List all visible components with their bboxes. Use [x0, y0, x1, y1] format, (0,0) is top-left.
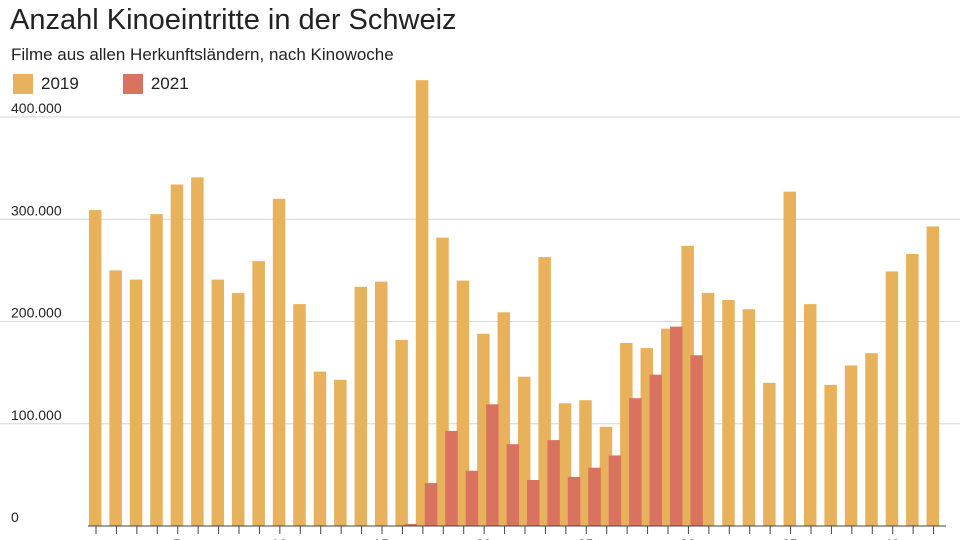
bar-2021-week-25 [588, 467, 601, 526]
y-tick-label: 300.000 [11, 202, 62, 218]
legend-label-2019: 2019 [41, 74, 79, 93]
x-tick-label: 5 [173, 536, 181, 540]
bar-2019-week-8 [231, 292, 245, 526]
bar-2021-week-22 [526, 479, 540, 526]
bar-2021-week-23 [547, 440, 560, 526]
x-tick-label: 35 [782, 536, 798, 540]
bar-2019-week-35 [783, 191, 797, 526]
bar-2019-week-15 [374, 281, 388, 526]
bar-2021-week-16 [404, 523, 417, 526]
legend: 2019 2021 [13, 74, 233, 94]
bar-2019-week-4 [150, 214, 163, 526]
bar-2019-week-40 [885, 271, 899, 526]
bar-2019-week-37 [824, 384, 837, 526]
bar-2019-week-10 [272, 198, 286, 527]
bar-2021-week-28 [649, 374, 663, 526]
bar-2019-week-3 [129, 279, 143, 526]
bar-2021-week-21 [506, 444, 520, 526]
x-tick-label: 10 [271, 536, 287, 540]
bar-2021-week-17 [424, 483, 438, 526]
bar-2019-week-39 [865, 353, 878, 526]
bar-2019-week-6 [191, 177, 204, 526]
bar-2019-week-2 [109, 270, 122, 527]
chart-title: Anzahl Kinoeintritte in der Schweiz [10, 4, 457, 36]
y-tick-label: 100.000 [11, 407, 62, 423]
legend-swatch-2021 [122, 74, 143, 94]
bar-2019-week-38 [844, 365, 858, 526]
x-tick-label: 15 [373, 536, 389, 540]
bar-2019-week-14 [354, 286, 368, 526]
bar-2021-week-18 [445, 430, 458, 526]
bar-2021-week-27 [629, 398, 642, 526]
chart-subtitle: Filme aus allen Herkunftsländern, nach K… [11, 45, 394, 64]
bar-2019-week-9 [252, 261, 265, 526]
bar-2019-week-33 [742, 309, 756, 526]
bar-2019-week-1 [88, 210, 102, 527]
bar-2021-week-29 [669, 326, 683, 526]
bar-2021-week-20 [486, 404, 499, 526]
legend-label-2021: 2021 [150, 74, 189, 93]
bar-2019-week-36 [803, 304, 817, 526]
y-tick-label: 0 [11, 509, 19, 525]
bar-2019-week-11 [293, 304, 306, 526]
bar-2019-week-32 [722, 300, 735, 526]
legend-swatch-2019 [13, 74, 33, 94]
bar-2019-week-7 [211, 279, 225, 526]
bar-2021-week-26 [608, 455, 622, 526]
x-tick-label: 30 [680, 536, 696, 540]
bar-2019-week-12 [313, 371, 327, 526]
y-tick-label: 200.000 [11, 305, 62, 321]
legend-item-2021: 2021 [122, 74, 189, 94]
bar-2019-week-16 [395, 339, 408, 526]
legend-item-2019: 2019 [13, 74, 79, 94]
bar-2021-week-24 [567, 476, 581, 526]
bar-2019-week-31 [701, 292, 715, 526]
bar-2019-week-13 [334, 379, 347, 526]
x-tick-label: 40 [884, 536, 900, 540]
x-tick-label: 20 [476, 536, 492, 540]
bar-2019-week-17 [415, 80, 429, 526]
bar-2021-week-19 [465, 470, 479, 526]
bar-2019-week-34 [763, 382, 776, 526]
bar-2019-week-42 [926, 226, 940, 526]
bar-2019-week-19 [456, 280, 470, 526]
bar-2019-week-41 [906, 254, 919, 526]
bar-2021-week-30 [690, 355, 703, 526]
y-tick-label: 400.000 [11, 100, 62, 116]
bar-2019-week-5 [170, 184, 184, 527]
x-tick-label: 25 [578, 536, 594, 540]
